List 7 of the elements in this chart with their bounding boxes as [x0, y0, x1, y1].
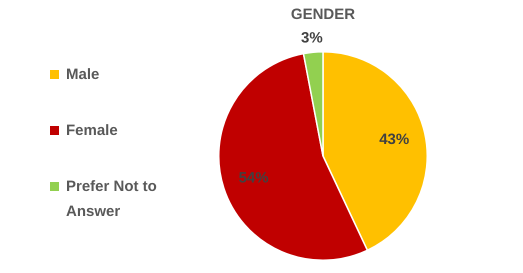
data-label: 43%: [379, 131, 410, 148]
data-label: 3%: [301, 29, 323, 46]
legend-label: Male: [66, 65, 100, 85]
data-label: 54%: [238, 170, 269, 187]
legend-label: Prefer Not to Answer: [66, 177, 158, 222]
chart-title: GENDER: [290, 6, 356, 23]
legend-label: Female: [66, 121, 118, 141]
